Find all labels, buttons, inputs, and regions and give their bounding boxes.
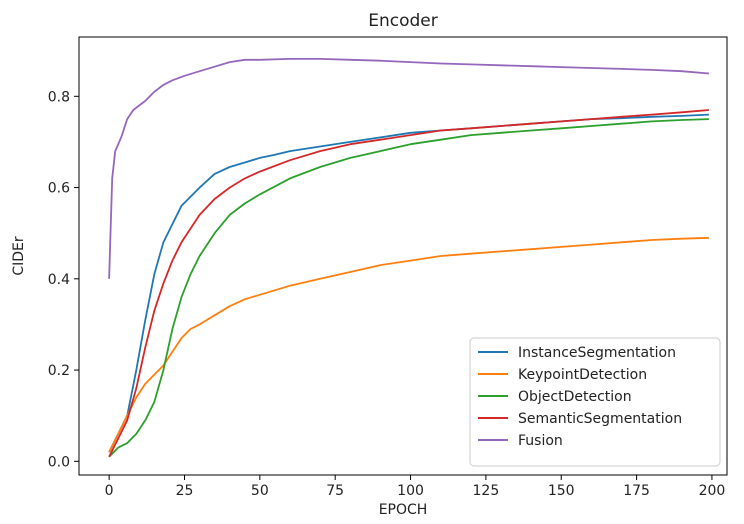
y-axis-title: CIDEr (11, 236, 27, 276)
series-layer (108, 58, 709, 458)
legend-label-2: ObjectDetection (518, 389, 632, 405)
series-line-1 (108, 236, 709, 453)
chart-title: Encoder (368, 11, 438, 31)
x-axis-ticks: 0 25 50 75 100 125 150 175 200 (105, 475, 726, 499)
series-line-4 (108, 58, 709, 279)
y-tick-label: 0.8 (48, 89, 70, 105)
x-tick-label: 25 (176, 483, 194, 499)
legend-label-0: InstanceSegmentation (518, 345, 676, 361)
x-tick-label: 125 (473, 483, 500, 499)
series-line-2 (108, 118, 709, 458)
x-tick-label: 200 (699, 483, 726, 499)
legend-box (469, 337, 721, 467)
y-tick-label: 0.2 (48, 363, 70, 379)
legend-label-3: SemanticSegmentation (518, 411, 682, 427)
legend-label-4: Fusion (518, 433, 563, 449)
y-tick-label: 0.6 (48, 181, 70, 197)
x-tick-label: 75 (326, 483, 344, 499)
x-tick-label: 0 (105, 483, 114, 499)
x-tick-label: 175 (623, 483, 650, 499)
legend: InstanceSegmentation KeypointDetection Obj… (469, 337, 721, 467)
legend-label-1: KeypointDetection (518, 367, 647, 383)
series-line-3 (108, 109, 709, 458)
x-tick-label: 150 (548, 483, 575, 499)
x-tick-label: 50 (251, 483, 269, 499)
x-axis-title: EPOCH (379, 502, 428, 518)
x-tick-label: 100 (397, 483, 424, 499)
y-tick-label: 0.4 (48, 272, 70, 288)
y-tick-label: 0.0 (48, 454, 70, 470)
y-axis-ticks: 0.0 0.2 0.4 0.6 0.8 (48, 89, 79, 470)
plot-frame (78, 36, 728, 476)
